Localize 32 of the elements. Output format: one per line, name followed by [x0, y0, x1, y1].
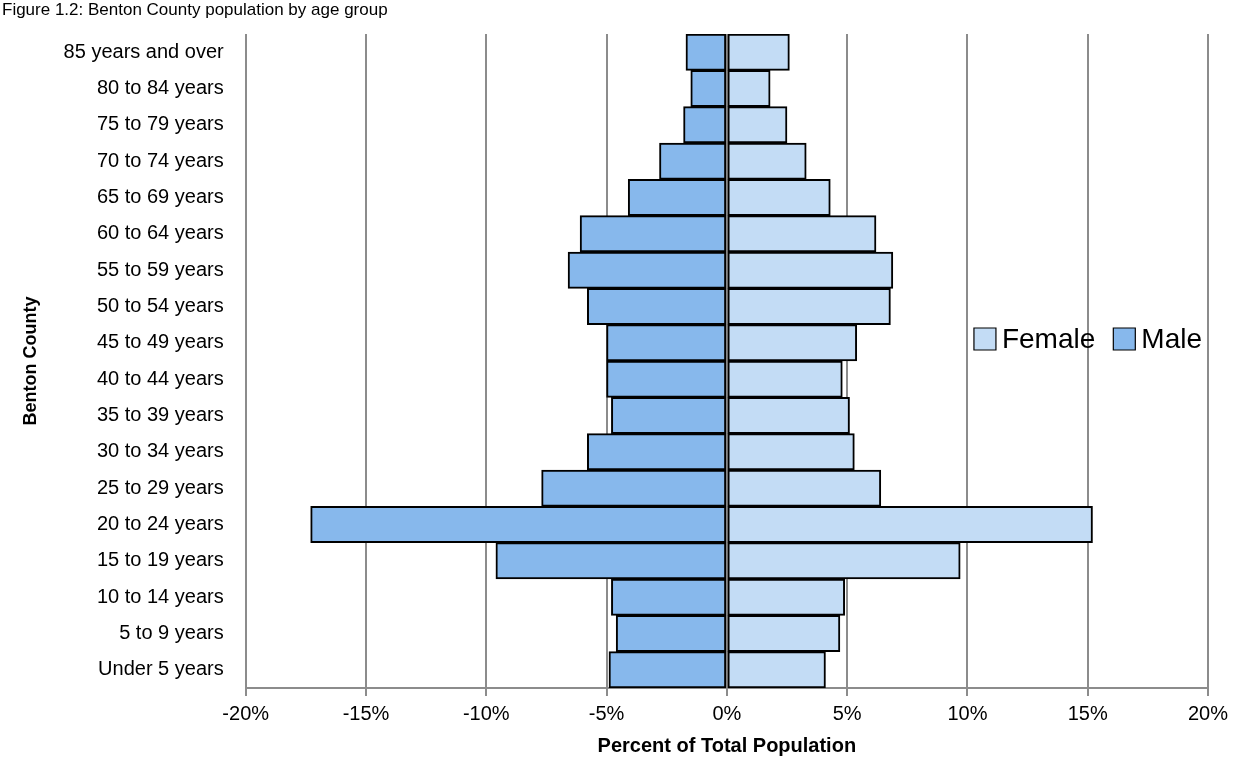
y-tick-label: 80 to 84 years — [96, 76, 224, 99]
y-tick-label: 15 to 19 years — [96, 548, 224, 571]
y-tick-label: 85 years and over — [63, 39, 225, 62]
x-tick-label: -15% — [342, 701, 390, 724]
y-tick-label: 50 to 54 years — [96, 294, 224, 317]
y-tick-label: 30 to 34 years — [96, 439, 224, 462]
y-tick-label: 40 to 44 years — [96, 366, 224, 389]
y-tick-label: 60 to 64 years — [96, 221, 224, 244]
y-tick-label: 65 to 69 years — [96, 185, 224, 208]
y-tick-label: 5 to 9 years — [119, 621, 224, 644]
y-tick-label: 35 to 39 years — [96, 403, 224, 426]
y-tick-label: 20 to 24 years — [96, 512, 224, 535]
y-axis-title: Benton County — [19, 296, 40, 426]
y-tick-label: 45 to 49 years — [96, 330, 224, 353]
x-tick-label: 20% — [1187, 701, 1229, 724]
x-tick-label: -10% — [462, 701, 510, 724]
chart-title: Figure 1.2: Benton County population by age group — [2, 0, 388, 20]
y-tick-label: 10 to 14 years — [96, 584, 224, 607]
x-tick-label: -20% — [222, 701, 270, 724]
legend-label: Female — [1001, 322, 1096, 354]
y-tick-label: 70 to 74 years — [96, 148, 224, 171]
x-tick-label: 10% — [947, 701, 988, 724]
legend-label: Male — [1141, 322, 1203, 354]
y-tick-label: 75 to 79 years — [96, 112, 224, 135]
y-tick-label: 25 to 29 years — [96, 475, 224, 498]
x-tick-label: 0% — [712, 701, 742, 724]
x-tick-label: -5% — [588, 701, 625, 724]
x-axis-title: Percent of Total Population — [597, 733, 857, 756]
y-tick-label: 55 to 59 years — [96, 257, 224, 280]
x-tick-label: 15% — [1067, 701, 1108, 724]
x-tick-label: 5% — [832, 701, 862, 724]
y-tick-label: Under 5 years — [98, 657, 224, 680]
